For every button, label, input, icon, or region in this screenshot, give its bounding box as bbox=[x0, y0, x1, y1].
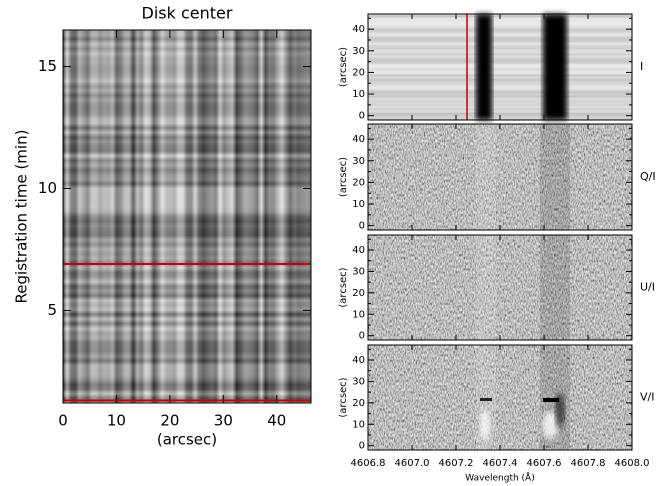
y-tick-label: 30 bbox=[352, 266, 365, 277]
y-tick-label: 0 bbox=[359, 221, 365, 232]
x-tick-label: 4608.0 bbox=[615, 458, 650, 469]
y-tick-label: 0 bbox=[359, 111, 365, 122]
y-tick-label: 10 bbox=[352, 309, 365, 320]
y-tick-label: 30 bbox=[352, 46, 365, 57]
chart-title: Disk center bbox=[142, 4, 233, 23]
signal bbox=[480, 409, 490, 441]
y-tick-label: 40 bbox=[352, 24, 365, 35]
signal bbox=[542, 411, 558, 439]
y-tick-label: 40 bbox=[352, 245, 365, 256]
y-tick-label: 10 bbox=[352, 419, 365, 430]
line-band bbox=[540, 124, 570, 230]
y-tick-label: 30 bbox=[352, 376, 365, 387]
x-tick-label: 4607.8 bbox=[571, 458, 606, 469]
x-tick-label: 4607.2 bbox=[439, 458, 474, 469]
image bbox=[368, 345, 632, 450]
y-axis-label: (arcsec) bbox=[338, 157, 349, 197]
y-tick-label: 40 bbox=[352, 134, 365, 145]
signal bbox=[480, 398, 492, 401]
image-overlay bbox=[63, 30, 311, 403]
x-tick-label: 4607.6 bbox=[527, 458, 562, 469]
panel-label: V/I bbox=[640, 391, 654, 404]
y-tick-label: 40 bbox=[352, 355, 365, 366]
panel-label: Q/I bbox=[640, 170, 656, 183]
y-tick-label: 10 bbox=[352, 89, 365, 100]
y-tick-label: 0 bbox=[359, 331, 365, 342]
line-band bbox=[476, 124, 496, 230]
line-core bbox=[543, 14, 567, 120]
line-band bbox=[540, 235, 570, 340]
y-tick-label: 20 bbox=[352, 398, 365, 409]
line-band bbox=[476, 235, 496, 340]
image bbox=[368, 14, 632, 120]
image bbox=[368, 124, 632, 230]
plot-frame bbox=[62, 29, 312, 404]
y-tick-label: 30 bbox=[352, 156, 365, 167]
y-tick-label: 5 bbox=[47, 301, 57, 319]
x-tick-label: 10 bbox=[107, 412, 126, 430]
y-tick-label: 20 bbox=[352, 67, 365, 78]
panel-label: I bbox=[640, 60, 643, 73]
y-tick-label: 20 bbox=[352, 288, 365, 299]
signal bbox=[543, 398, 559, 402]
y-tick-label: 10 bbox=[38, 179, 57, 197]
x-axis-label: Wavelength (Å) bbox=[465, 472, 534, 484]
y-tick-label: 15 bbox=[38, 57, 57, 75]
signal bbox=[555, 392, 565, 428]
y-axis-label: Registration time (min) bbox=[13, 130, 31, 304]
x-tick-label: 4607.0 bbox=[395, 458, 430, 469]
y-axis-label: (arcsec) bbox=[338, 267, 349, 307]
y-axis-label: (arcsec) bbox=[338, 47, 349, 87]
x-tick-label: 4607.4 bbox=[483, 458, 518, 469]
x-tick-label: 0 bbox=[58, 412, 68, 430]
x-axis-label: (arcsec) bbox=[157, 431, 217, 449]
y-axis-label: (arcsec) bbox=[338, 377, 349, 417]
image bbox=[368, 235, 632, 340]
y-tick-label: 0 bbox=[359, 441, 365, 452]
y-tick-label: 10 bbox=[352, 199, 365, 210]
panel-label: U/I bbox=[640, 281, 655, 294]
line-core bbox=[476, 14, 492, 120]
x-tick-label: 4606.8 bbox=[351, 458, 386, 469]
x-tick-label: 30 bbox=[214, 412, 233, 430]
x-tick-label: 20 bbox=[160, 412, 179, 430]
x-tick-label: 40 bbox=[267, 412, 286, 430]
y-tick-label: 20 bbox=[352, 177, 365, 188]
